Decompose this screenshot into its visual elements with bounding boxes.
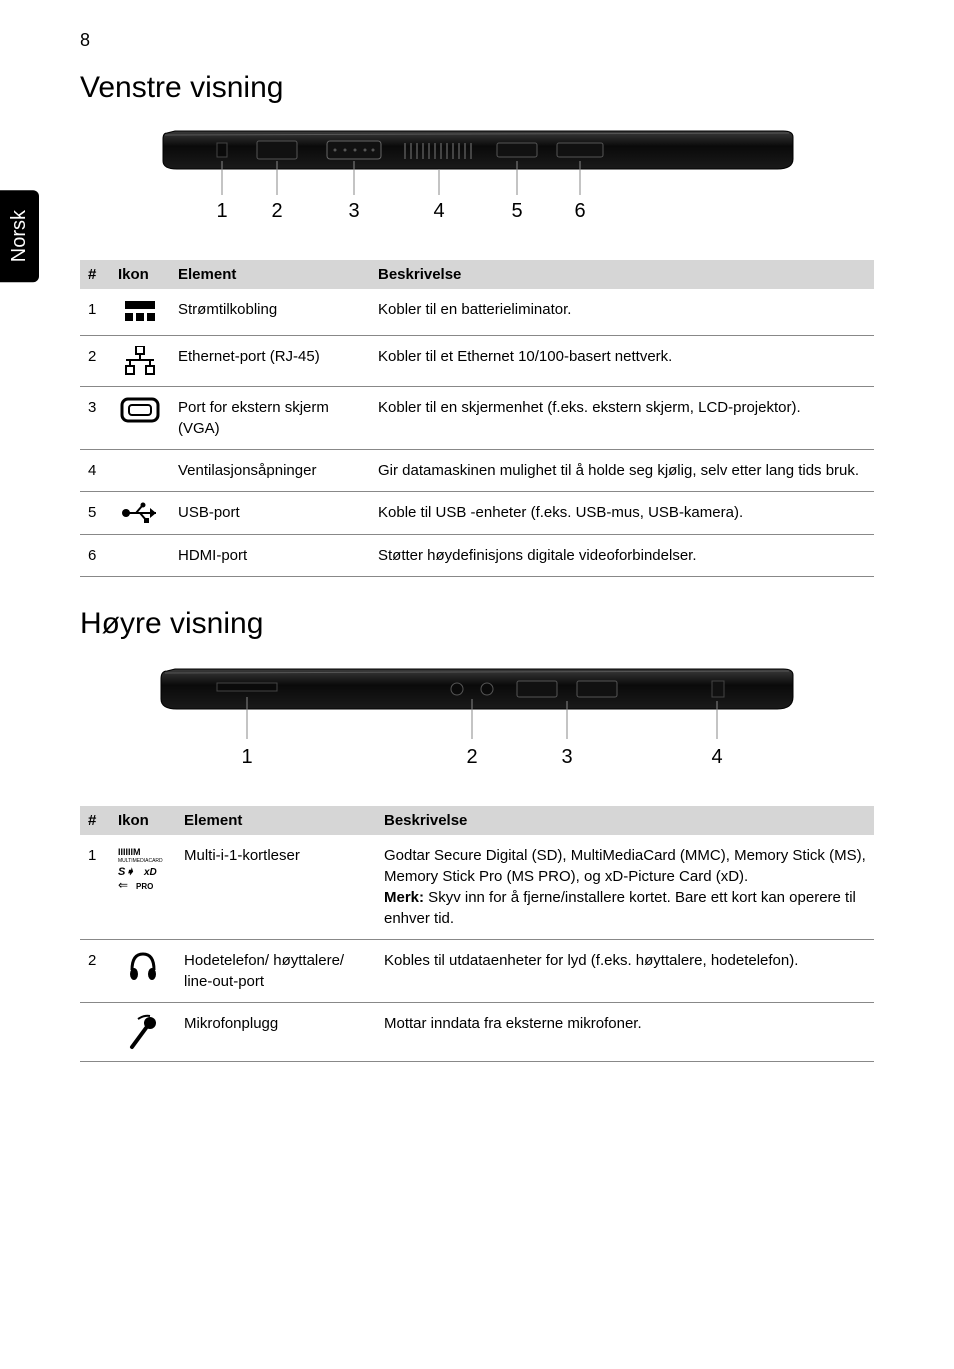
col-element: Element <box>176 806 376 835</box>
col-desc: Beskrivelse <box>376 806 874 835</box>
usb-icon <box>110 492 170 535</box>
svg-text:S➧: S➧ <box>118 866 135 878</box>
row-element: Hodetelefon/ høyttalere/ line-out-port <box>176 940 376 1003</box>
mic-icon <box>110 1003 176 1062</box>
svg-text:⇐: ⇐ <box>118 878 128 892</box>
desc-post: Skyv inn for å fjerne/installere kortet.… <box>384 889 856 927</box>
row-element: USB-port <box>170 492 370 535</box>
row-element: Port for ekstern skjerm (VGA) <box>170 387 370 450</box>
desc-bold: Merk: <box>384 889 424 906</box>
table-row: MikrofonpluggMottar inndata fra eksterne… <box>80 1003 874 1062</box>
language-tab: Norsk <box>0 190 39 282</box>
power-icon <box>110 289 170 336</box>
row-description: Gir datamaskinen mulighet til å holde se… <box>370 450 874 492</box>
row-description: Kobler til en skjermenhet (f.eks. ekster… <box>370 387 874 450</box>
svg-text:IIIIIIM: IIIIIIM <box>118 847 141 857</box>
row-number: 2 <box>80 940 110 1003</box>
table-row: 3 Port for ekstern skjerm (VGA)Kobler til… <box>80 387 874 450</box>
row-element: Multi-i-1-kortleser <box>176 835 376 940</box>
table-row: 2 Ethernet-port (RJ-45)Kobler til et Ethe… <box>80 336 874 387</box>
row-number: 6 <box>80 535 110 577</box>
section2-title: Høyre visning <box>80 607 874 641</box>
row-description: Støtter høydefinisjons digitale videofor… <box>370 535 874 577</box>
table-row: 6 HDMI-portStøtter høydefinisjons digital… <box>80 535 874 577</box>
section1-title: Venstre visning <box>80 71 874 105</box>
svg-text:6: 6 <box>574 200 585 222</box>
table-row: 1 StrømtilkoblingKobler til en batterieli… <box>80 289 874 336</box>
col-num: # <box>80 260 110 289</box>
row-description: Kobles til utdataenheter for lyd (f.eks.… <box>376 940 874 1003</box>
cardreader-icon: IIIIIIMMULTIMEDIACARD S➧ xD ⇐ PRO <box>110 835 176 940</box>
table-row: 2 Hodetelefon/ høyttalere/ line-out-portK… <box>80 940 874 1003</box>
svg-text:4: 4 <box>711 746 722 768</box>
row-element: HDMI-port <box>170 535 370 577</box>
svg-text:2: 2 <box>271 200 282 222</box>
row-element: Strømtilkobling <box>170 289 370 336</box>
none-icon <box>110 450 170 492</box>
ethernet-icon <box>110 336 170 387</box>
row-description: Kobler til en batterieliminator. <box>370 289 874 336</box>
laptop-left-figure: 1 2 3 4 5 6 <box>80 121 874 236</box>
section1-table: # Ikon Element Beskrivelse 1 Strømtilkobl… <box>80 260 874 577</box>
svg-text:1: 1 <box>241 746 252 768</box>
row-description: Kobler til et Ethernet 10/100-basert net… <box>370 336 874 387</box>
table-row: 5 USB-portKoble til USB -enheter (f.eks. … <box>80 492 874 535</box>
row-description: Godtar Secure Digital (SD), MultiMediaCa… <box>376 835 874 940</box>
laptop-right-figure: 1 2 3 4 <box>80 657 874 782</box>
laptop-right-svg: 1 2 3 4 <box>157 657 797 777</box>
table-row: 4 VentilasjonsåpningerGir datamaskinen mu… <box>80 450 874 492</box>
svg-text:3: 3 <box>348 200 359 222</box>
row-element: Mikrofonplugg <box>176 1003 376 1062</box>
col-num: # <box>80 806 110 835</box>
row-element: Ethernet-port (RJ-45) <box>170 336 370 387</box>
none-icon <box>110 535 170 577</box>
row-number: 4 <box>80 450 110 492</box>
svg-text:2: 2 <box>466 746 477 768</box>
row-description: Koble til USB -enheter (f.eks. USB-mus, … <box>370 492 874 535</box>
svg-text:xD: xD <box>143 867 157 878</box>
row-number <box>80 1003 110 1062</box>
col-icon: Ikon <box>110 260 170 289</box>
headphone-icon <box>110 940 176 1003</box>
col-icon: Ikon <box>110 806 176 835</box>
svg-text:5: 5 <box>511 200 522 222</box>
row-number: 5 <box>80 492 110 535</box>
page-number: 8 <box>80 30 874 51</box>
table-row: 1 IIIIIIMMULTIMEDIACARD S➧ xD ⇐ PRO Multi-i-1-… <box>80 835 874 940</box>
svg-text:3: 3 <box>561 746 572 768</box>
row-number: 3 <box>80 387 110 450</box>
row-number: 1 <box>80 835 110 940</box>
laptop-left-svg: 1 2 3 4 5 6 <box>157 121 797 231</box>
desc-pre: Godtar Secure Digital (SD), MultiMediaCa… <box>384 847 866 885</box>
col-element: Element <box>170 260 370 289</box>
row-element: Ventilasjonsåpninger <box>170 450 370 492</box>
svg-text:1: 1 <box>216 200 227 222</box>
row-number: 1 <box>80 289 110 336</box>
vga-icon <box>110 387 170 450</box>
page: 8 Norsk Venstre visning <box>0 0 954 1132</box>
svg-text:4: 4 <box>433 200 444 222</box>
section2-table: # Ikon Element Beskrivelse 1IIIIIIMMULTI… <box>80 806 874 1062</box>
col-desc: Beskrivelse <box>370 260 874 289</box>
row-number: 2 <box>80 336 110 387</box>
row-description: Mottar inndata fra eksterne mikrofoner. <box>376 1003 874 1062</box>
svg-text:PRO: PRO <box>136 882 153 891</box>
svg-text:MULTIMEDIACARD: MULTIMEDIACARD <box>118 858 163 864</box>
